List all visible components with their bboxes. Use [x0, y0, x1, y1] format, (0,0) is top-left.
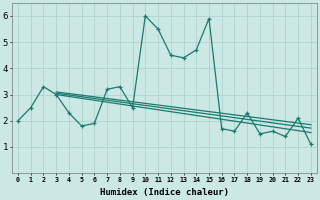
X-axis label: Humidex (Indice chaleur): Humidex (Indice chaleur): [100, 188, 229, 197]
